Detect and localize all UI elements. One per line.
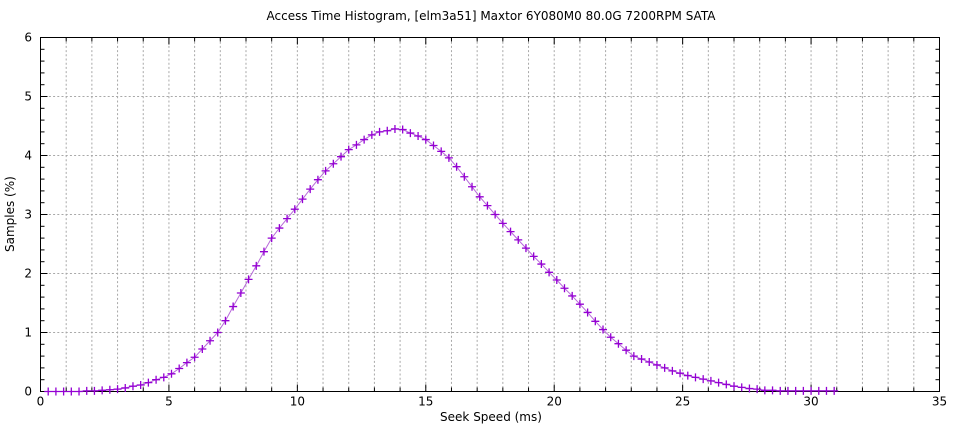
- svg-text:35: 35: [932, 395, 947, 409]
- data-series-line: [48, 128, 835, 392]
- y-tick-labels: 0 1 2 3 4 5 6: [24, 31, 32, 399]
- svg-text:5: 5: [165, 395, 173, 409]
- svg-text:6: 6: [24, 31, 32, 45]
- x-tick-labels: 0 5 10 15 20 25 30 35: [37, 395, 947, 409]
- chart-title: Access Time Histogram, [elm3a51] Maxtor …: [266, 9, 716, 23]
- svg-text:0: 0: [24, 385, 32, 399]
- svg-text:20: 20: [547, 395, 562, 409]
- svg-text:2: 2: [24, 267, 32, 281]
- svg-text:4: 4: [24, 149, 32, 163]
- data-series-markers: [44, 124, 839, 396]
- grid-lines: [40, 37, 940, 392]
- svg-text:3: 3: [24, 208, 32, 222]
- svg-text:25: 25: [675, 395, 690, 409]
- svg-text:0: 0: [37, 395, 45, 409]
- x-axis-label: Seek Speed (ms): [440, 410, 542, 424]
- svg-text:15: 15: [418, 395, 433, 409]
- svg-text:30: 30: [803, 395, 818, 409]
- svg-text:1: 1: [24, 326, 32, 340]
- axis-ticks: [40, 37, 940, 392]
- svg-text:5: 5: [24, 90, 32, 104]
- svg-text:10: 10: [290, 395, 305, 409]
